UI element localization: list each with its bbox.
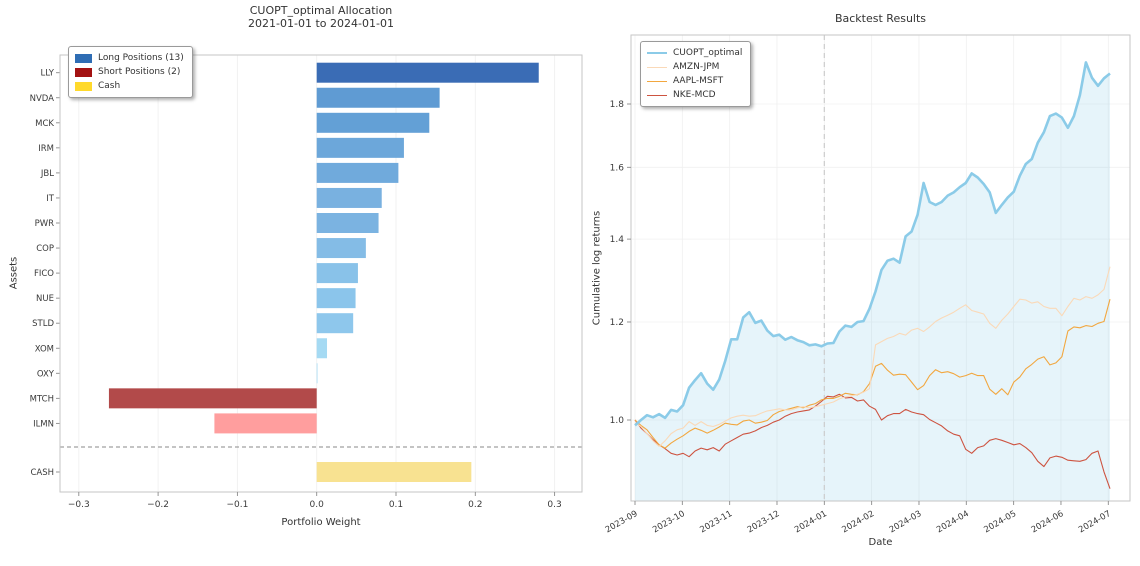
legend-label: Cash [98, 81, 121, 91]
legend-item: Short Positions (2) [75, 65, 184, 79]
backtest-legend: CUOPT_optimal AMZN-JPM AAPL-MSFT NKE-MCD [640, 41, 752, 107]
backtest-title: Backtest Results [834, 12, 927, 25]
bar-MTCH [108, 388, 317, 409]
ytick-label-MCK: MCK [35, 119, 54, 129]
bar-MCK [316, 112, 430, 133]
legend-line-swatch [647, 94, 667, 96]
backtest-xtick-label: 2024-06 [1030, 509, 1066, 535]
ytick-label-LLY: LLY [40, 69, 54, 79]
bar-CASH [316, 462, 472, 482]
legend-label: NKE-MCD [673, 90, 716, 100]
legend-line-swatch [647, 66, 667, 68]
cuopt-area-fill [635, 62, 1110, 502]
backtest-xtick-label: 2023-11 [698, 509, 734, 535]
ytick-label-ILMN: ILMN [33, 419, 54, 429]
ytick-label-STLD: STLD [32, 319, 54, 329]
backtest-axes-box [630, 34, 1131, 502]
allocation-ylabel: Assets [8, 256, 20, 290]
legend-label: Short Positions (2) [98, 67, 181, 77]
legend-item: AAPL-MSFT [647, 74, 742, 88]
legend-item: NKE-MCD [647, 88, 742, 102]
backtest-xtick-label: 2024-03 [888, 509, 924, 535]
allocation-axes-box [59, 54, 583, 493]
backtest-xlabel: Date [868, 537, 893, 548]
legend-swatch [75, 53, 92, 63]
xtick-label: −0.2 [147, 500, 169, 510]
ytick-label-PWR: PWR [35, 219, 55, 229]
ytick-label-IRM: IRM [38, 144, 54, 154]
xtick-label: −0.1 [226, 500, 248, 510]
allocation-title-line1: CUOPT_optimal Allocation [249, 4, 393, 17]
bar-NVDA [316, 87, 440, 108]
backtest-ytick-label: 1.8 [610, 100, 625, 110]
legend-item: Long Positions (13) [75, 51, 184, 65]
ytick-label-FICO: FICO [34, 269, 54, 279]
bar-FICO [316, 263, 358, 284]
ytick-label-COP: COP [36, 244, 54, 254]
ytick-label-OXY: OXY [37, 369, 55, 379]
legend-label: Long Positions (13) [98, 53, 184, 63]
backtest-xtick-label: 2024-02 [840, 509, 876, 535]
legend-item: CUOPT_optimal [647, 46, 742, 60]
ytick-label-JBL: JBL [40, 169, 54, 179]
series-line-NKE-MCD [634, 393, 1111, 489]
ytick-label-NUE: NUE [36, 294, 54, 304]
allocation-xlabel: Portfolio Weight [281, 517, 361, 528]
ytick-label-XOM: XOM [35, 344, 54, 354]
backtest-ytick-label: 1.4 [610, 235, 625, 245]
allocation-title-line2: 2021-01-01 to 2024-01-01 [248, 17, 394, 30]
backtest-xtick-label: 2023-12 [746, 509, 782, 535]
bar-LLY [316, 62, 539, 83]
bar-OXY [316, 363, 318, 384]
ytick-label-CASH: CASH [30, 468, 54, 478]
allocation-legend: Long Positions (13) Short Positions (2) Ca… [68, 46, 193, 98]
backtest-xtick-label: 2024-01 [793, 509, 829, 535]
xtick-label: 0.3 [547, 500, 561, 510]
ytick-label-IT: IT [46, 194, 55, 204]
xtick-label: −0.3 [68, 500, 90, 510]
series-line-AAPL-MSFT [634, 299, 1111, 449]
series-line-CUOPT_optimal [634, 61, 1111, 427]
legend-swatch [75, 81, 92, 91]
xtick-label: 0.2 [468, 500, 482, 510]
bar-IT [316, 187, 382, 208]
legend-item: AMZN-JPM [647, 60, 742, 74]
backtest-ytick-label: 1.0 [610, 416, 625, 426]
backtest-xtick-label: 2023-09 [604, 509, 640, 535]
backtest-xtick-label: 2024-07 [1077, 509, 1113, 535]
backtest-xtick-label: 2024-04 [935, 509, 971, 535]
backtest-xtick-label: 2024-05 [982, 509, 1018, 535]
series-line-AMZN-JPM [634, 266, 1111, 447]
backtest-ylabel: Cumulative log returns [591, 210, 603, 326]
xtick-label: 0.1 [389, 500, 403, 510]
bar-JBL [316, 162, 399, 183]
legend-item: Cash [75, 79, 184, 93]
legend-swatch [75, 67, 92, 77]
ytick-label-MTCH: MTCH [30, 394, 54, 404]
backtest-xtick-label: 2023-10 [651, 509, 687, 535]
allocation-title: CUOPT_optimal Allocation 2021-01-01 to 2… [61, 4, 581, 30]
legend-label: AMZN-JPM [673, 62, 720, 72]
ytick-label-NVDA: NVDA [30, 94, 55, 104]
bar-PWR [316, 213, 379, 233]
bar-IRM [316, 137, 404, 158]
backtest-ytick-label: 1.6 [610, 163, 625, 173]
bar-ILMN [214, 413, 317, 434]
bar-COP [316, 238, 366, 259]
legend-line-swatch [647, 52, 667, 54]
backtest-ytick-label: 1.2 [610, 318, 624, 328]
bar-NUE [316, 288, 356, 309]
xtick-label: 0.0 [310, 500, 325, 510]
legend-label: AAPL-MSFT [673, 76, 724, 86]
bar-XOM [316, 338, 328, 359]
legend-label: CUOPT_optimal [673, 48, 743, 58]
bar-STLD [316, 313, 354, 334]
legend-line-swatch [647, 80, 667, 82]
